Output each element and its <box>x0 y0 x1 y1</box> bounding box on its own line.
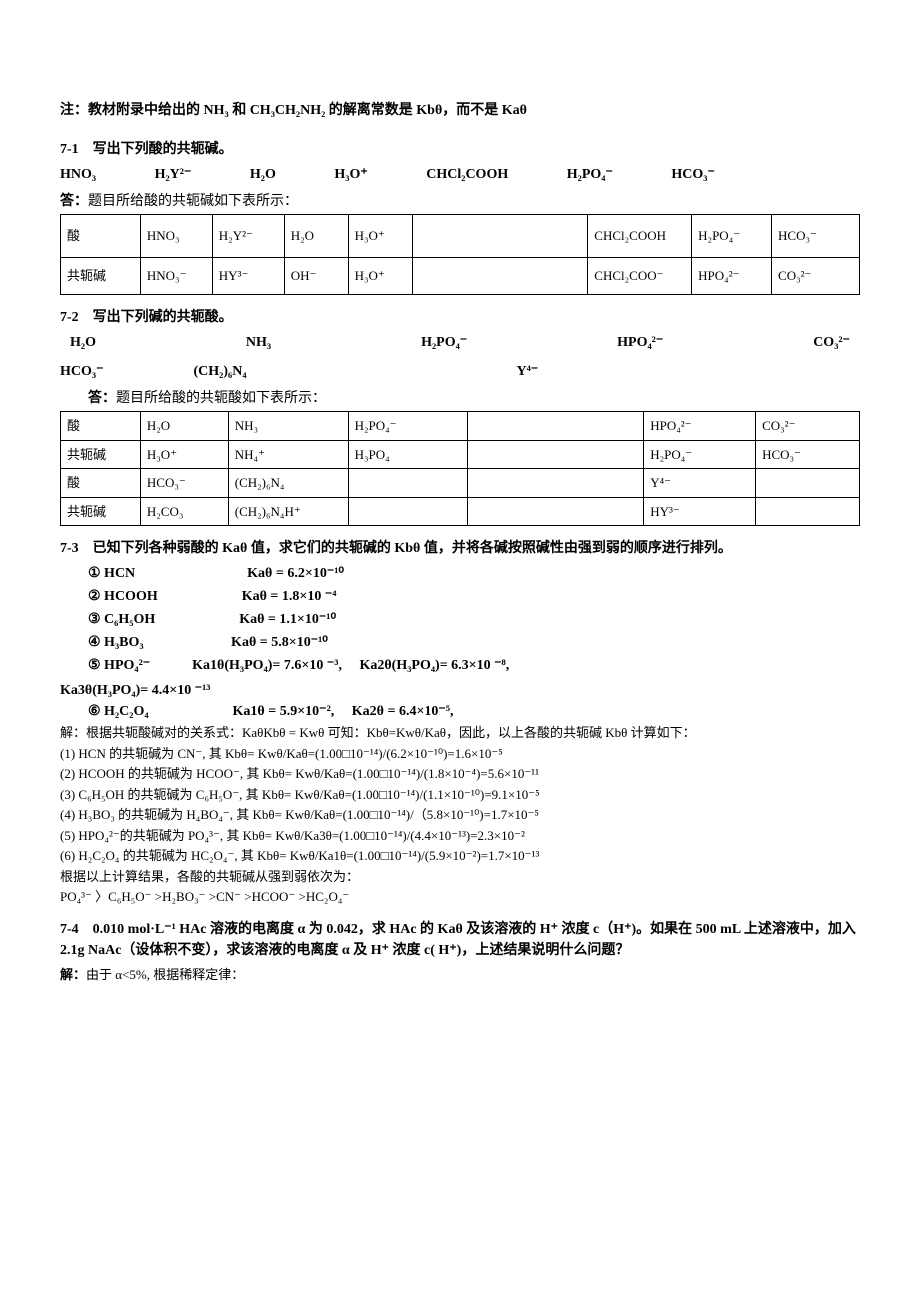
list-item: ③ C₆H₅OH Kaθ = 1.1×10⁻¹⁰ <box>88 609 860 630</box>
cell: H₂PO₄⁻ <box>348 412 468 441</box>
q7-3-order: PO₄³⁻ 〉C₆H₅O⁻ >H₂BO₃⁻ >CN⁻ >HCOO⁻ >HC₂O₄… <box>60 887 860 907</box>
cell: NH₄⁺ <box>228 440 348 469</box>
q7-2-item: CO₃²⁻ <box>813 332 850 353</box>
cell: HY³⁻ <box>644 497 756 526</box>
cell: 共轭碱 <box>61 497 141 526</box>
q7-1-item: H₂Y²⁻ <box>155 164 192 185</box>
cell <box>756 497 860 526</box>
q7-2-item: H₂O <box>70 332 96 353</box>
q7-2-items-line2: HCO₃⁻ (CH₂)₆N₄ Y⁴⁻ <box>60 361 860 382</box>
cell: OH⁻ <box>284 258 348 295</box>
cell <box>412 215 588 258</box>
q7-2-items-line1: H₂O NH₃ H₂PO₄⁻ HPO₄²⁻ CO₃²⁻ <box>60 332 860 353</box>
cell: CHCl₂COOH <box>588 215 692 258</box>
cell: 酸 <box>61 215 141 258</box>
q7-3-order-label: 根据以上计算结果，各酸的共轭碱从强到弱依次为： <box>60 867 860 887</box>
list-item: ④ H₃BO₃ Kaθ = 5.8×10⁻¹⁰ <box>88 632 860 653</box>
q7-1-table: 酸 HNO₃ H₂Y²⁻ H₂O H₃O⁺ CHCl₂COOH H₂PO₄⁻ H… <box>60 214 860 295</box>
cell: H₃PO₄ <box>348 440 468 469</box>
q7-1-answer-text: 题目所给酸的共轭碱如下表所示： <box>88 194 298 209</box>
cell: HCO₃⁻ <box>756 440 860 469</box>
table-row: 酸 H₂O NH₃ H₂PO₄⁻ HPO₄²⁻ CO₃²⁻ <box>61 412 860 441</box>
cell: NH₃ <box>228 412 348 441</box>
cell: CO₃²⁻ <box>772 258 860 295</box>
cell <box>412 258 588 295</box>
q7-2-table: 酸 H₂O NH₃ H₂PO₄⁻ HPO₄²⁻ CO₃²⁻ 共轭碱 H₃O⁺ N… <box>60 411 860 526</box>
q7-4-solution: 解：解：由于 α<5%, 根据稀释定律：由于 α<5%, 根据稀释定律： <box>60 965 860 985</box>
list-item: ② HCOOH Kaθ = 1.8×10 ⁻⁴ <box>88 586 860 607</box>
cell <box>468 412 644 441</box>
cell: 酸 <box>61 469 141 498</box>
cell: 共轭碱 <box>61 258 141 295</box>
q7-2-item: (CH₂)₆N₄ <box>194 361 514 382</box>
list-item: Ka3θ(H₃PO₄)= 4.4×10 ⁻¹³ <box>60 680 860 701</box>
cell <box>468 469 644 498</box>
q7-3-items: ① HCN Kaθ = 6.2×10⁻¹⁰ ② HCOOH Kaθ = 1.8×… <box>60 563 860 676</box>
solution-line: (4) H₃BO₃ 的共轭碱为 H₄BO₄⁻, 其 Kbθ= Kwθ/Kaθ=(… <box>60 805 860 825</box>
q7-4-title: 7-4 0.010 mol·L⁻¹ HAc 溶液的电离度 α 为 0.042，求… <box>60 919 860 961</box>
cell: CHCl₂COO⁻ <box>588 258 692 295</box>
table-row: 共轭碱 HNO₃⁻ HY³⁻ OH⁻ H₃O⁺ CHCl₂COO⁻ HPO₄²⁻… <box>61 258 860 295</box>
q7-3-title: 7-3 已知下列各种弱酸的 Kaθ 值，求它们的共轭碱的 Kbθ 值，并将各碱按… <box>60 538 860 559</box>
cell <box>348 469 468 498</box>
table-row: 酸 HCO₃⁻ (CH₂)₆N₄ Y⁴⁻ <box>61 469 860 498</box>
cell: HCO₃⁻ <box>772 215 860 258</box>
cell: H₂O <box>284 215 348 258</box>
cell: H₂Y²⁻ <box>212 215 284 258</box>
q7-2-item: HCO₃⁻ <box>60 361 190 382</box>
note-text: 注：教材附录中给出的 NH₃ 和 CH₃CH₂NH₂ 的解离常数是 Kbθ，而不… <box>60 100 860 121</box>
cell: HCO₃⁻ <box>140 469 228 498</box>
cell: (CH₂)₆N₄H⁺ <box>228 497 348 526</box>
cell <box>468 440 644 469</box>
q7-2-title: 7-2 写出下列碱的共轭酸。 <box>60 307 860 328</box>
cell: 共轭碱 <box>61 440 141 469</box>
solution-line: (3) C₆H₅OH 的共轭碱为 C₆H₅O⁻, 其 Kbθ= Kwθ/Kaθ=… <box>60 785 860 805</box>
q7-1-items: HNO₃ H₂Y²⁻ H₂O H₃O⁺ CHCl₂COOH H₂PO₄⁻ HCO… <box>60 164 860 185</box>
solution-line: (2) HCOOH 的共轭碱为 HCOO⁻, 其 Kbθ= Kwθ/Kaθ=(1… <box>60 764 860 784</box>
q7-2-answer-text: 题目所给酸的共轭酸如下表所示： <box>116 391 326 406</box>
solution-line: (1) HCN 的共轭碱为 CN⁻, 其 Kbθ= Kwθ/Kaθ=(1.00□… <box>60 744 860 764</box>
list-item: ① HCN Kaθ = 6.2×10⁻¹⁰ <box>88 563 860 584</box>
q7-1-answer-label: 答：题目所给酸的共轭碱如下表所示： <box>60 191 860 212</box>
table-row: 酸 HNO₃ H₂Y²⁻ H₂O H₃O⁺ CHCl₂COOH H₂PO₄⁻ H… <box>61 215 860 258</box>
q7-1-item: HCO₃⁻ <box>671 164 714 185</box>
q7-2-item: H₂PO₄⁻ <box>421 332 467 353</box>
cell: H₃O⁺ <box>348 215 412 258</box>
cell: H₂CO₃ <box>140 497 228 526</box>
cell: 酸 <box>61 412 141 441</box>
cell: HY³⁻ <box>212 258 284 295</box>
cell: HNO₃ <box>140 215 212 258</box>
cell: Y⁴⁻ <box>644 469 756 498</box>
q7-1-item: H₂PO₄⁻ <box>567 164 613 185</box>
cell: HPO₄²⁻ <box>692 258 772 295</box>
cell <box>348 497 468 526</box>
cell: H₃O⁺ <box>348 258 412 295</box>
list-item: ⑥ H₂C₂O₄ Ka1θ = 5.9×10⁻², Ka2θ = 6.4×10⁻… <box>60 701 860 722</box>
q7-1-title: 7-1 写出下列酸的共轭碱。 <box>60 139 860 160</box>
cell <box>756 469 860 498</box>
cell: (CH₂)₆N₄ <box>228 469 348 498</box>
q7-3-solution-intro: 解：根据共轭酸碱对的关系式：KaθKbθ = Kwθ 可知：Kbθ=Kwθ/Ka… <box>60 723 860 743</box>
cell: H₃O⁺ <box>140 440 228 469</box>
cell: CO₃²⁻ <box>756 412 860 441</box>
cell: H₂O <box>140 412 228 441</box>
q7-2-answer-label: 答：题目所给酸的共轭酸如下表所示： <box>60 388 860 409</box>
cell: H₂PO₄⁻ <box>644 440 756 469</box>
q7-2-item: NH₃ <box>246 332 271 353</box>
list-item: ⑤ HPO₄²⁻ Ka1θ(H₃PO₄)= 7.6×10 ⁻³, Ka2θ(H₃… <box>88 655 860 676</box>
q7-1-item: CHCl₂COOH <box>426 164 508 185</box>
solution-line: (5) HPO₄²⁻的共轭碱为 PO₄³⁻, 其 Kbθ= Kwθ/Ka3θ=(… <box>60 826 860 846</box>
q7-1-item: HNO₃ <box>60 164 96 185</box>
cell <box>468 497 644 526</box>
table-row: 共轭碱 H₂CO₃ (CH₂)₆N₄H⁺ HY³⁻ <box>61 497 860 526</box>
cell: H₂PO₄⁻ <box>692 215 772 258</box>
q7-2-item: HPO₄²⁻ <box>617 332 663 353</box>
table-row: 共轭碱 H₃O⁺ NH₄⁺ H₃PO₄ H₂PO₄⁻ HCO₃⁻ <box>61 440 860 469</box>
q7-2-item: Y⁴⁻ <box>516 364 538 379</box>
q7-1-item: H₂O <box>250 164 276 185</box>
cell: HPO₄²⁻ <box>644 412 756 441</box>
q7-1-item: H₃O⁺ <box>334 164 367 185</box>
solution-line: (6) H₂C₂O₄ 的共轭碱为 HC₂O₄⁻, 其 Kbθ= Kwθ/Ka1θ… <box>60 846 860 866</box>
cell: HNO₃⁻ <box>140 258 212 295</box>
